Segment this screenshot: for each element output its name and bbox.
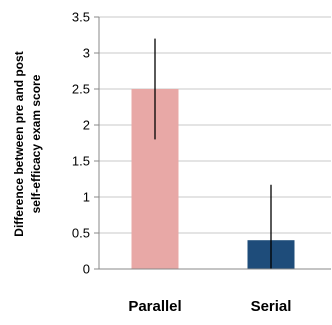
y-tick-label: 2.5 — [72, 82, 90, 97]
labels: 0 0.5 1 1.5 2 2.5 3 3.5 Parallel Serial — [72, 10, 292, 316]
y-tick-label: 0 — [83, 262, 90, 277]
bars — [131, 89, 295, 269]
y-tick-label: 3.5 — [72, 10, 90, 25]
y-tick-label: 3 — [83, 46, 90, 61]
y-tick-label: 1.5 — [72, 154, 90, 169]
y-tick-label: 2 — [83, 118, 90, 133]
y-axis-title-line-1: Difference between pre and post — [12, 51, 26, 236]
y-tick-label: 0.5 — [72, 226, 90, 241]
axes — [94, 16, 331, 270]
x-category-label: Serial — [251, 298, 292, 315]
y-tick-label: 1 — [83, 190, 90, 205]
error-bars — [154, 38, 272, 269]
x-category-label: Parallel — [128, 298, 181, 315]
y-axis-title-line-2: self-efficacy exam score — [29, 74, 43, 213]
